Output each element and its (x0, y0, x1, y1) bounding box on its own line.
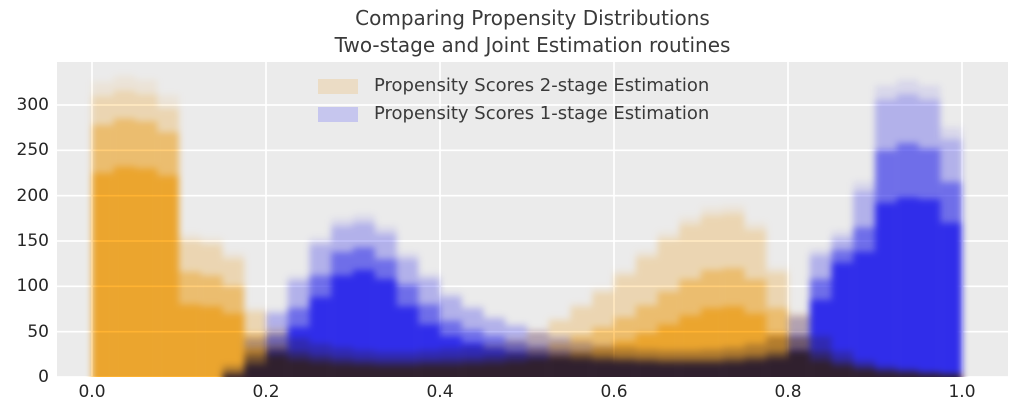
x-tick-label: 0.8 (774, 382, 802, 402)
y-tick-label: 0 (38, 367, 49, 387)
y-tick-label: 200 (16, 185, 49, 206)
legend-label-1stage: Propensity Scores 1-stage Estimation (374, 103, 710, 124)
legend-label-2stage: Propensity Scores 2-stage Estimation (374, 75, 710, 96)
y-tick-label: 100 (16, 276, 49, 297)
plot-area: Propensity Scores 2-stage Estimation Pro… (57, 62, 1008, 377)
legend-item-2stage: Propensity Scores 2-stage Estimation (318, 75, 709, 97)
x-tick-label: 0.2 (252, 382, 280, 402)
y-tick-label: 300 (16, 94, 49, 115)
legend-swatch-1stage-icon (318, 106, 358, 122)
y-tick-label: 250 (16, 140, 49, 161)
x-tick-label: 0.4 (426, 382, 454, 402)
y-tick-label: 150 (16, 230, 49, 251)
y-tick-label: 50 (27, 321, 49, 342)
legend-swatch-2stage-icon (318, 78, 358, 94)
chart-title: Comparing Propensity Distributions Two-s… (57, 5, 1008, 59)
chart-title-line2: Two-stage and Joint Estimation routines (334, 33, 731, 57)
x-tick-label: 1.0 (948, 382, 976, 402)
chart-title-line1: Comparing Propensity Distributions (355, 6, 710, 30)
x-tick-label: 0.6 (600, 382, 628, 402)
histogram-canvas (57, 62, 1008, 377)
legend: Propensity Scores 2-stage Estimation Pro… (318, 75, 709, 125)
x-tick-label: 0.0 (78, 382, 106, 402)
legend-item-1stage: Propensity Scores 1-stage Estimation (318, 103, 709, 125)
